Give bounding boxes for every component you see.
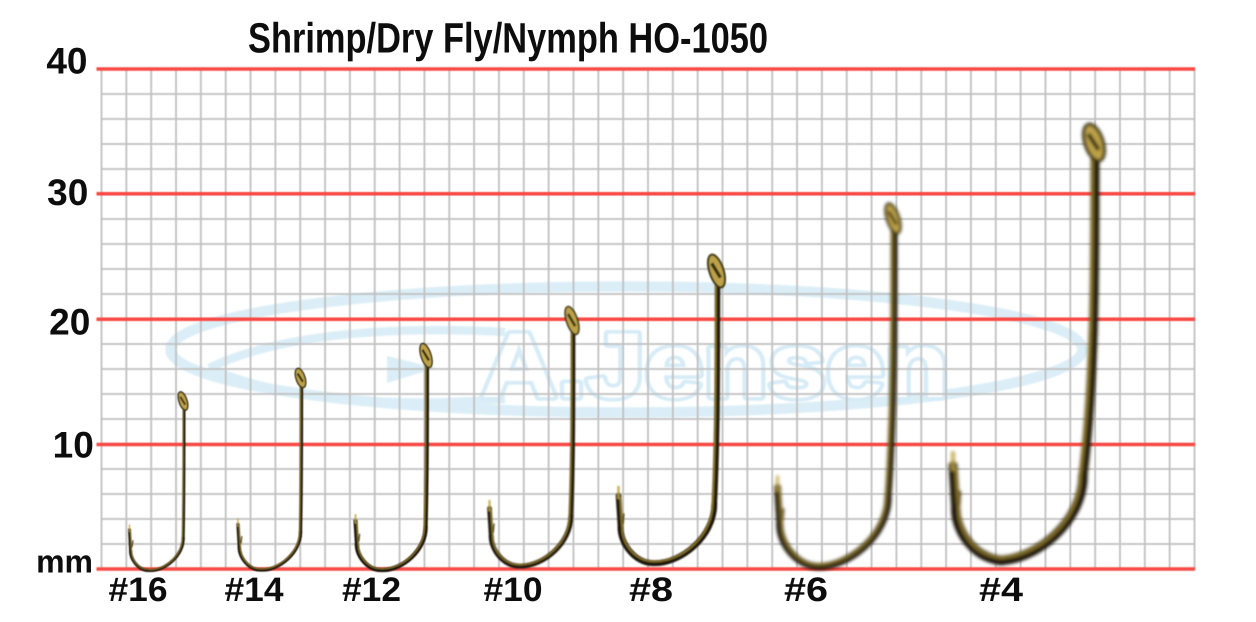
svg-text:#14: #14: [225, 571, 284, 609]
svg-text:mm: mm: [36, 544, 93, 580]
svg-text:#16: #16: [109, 571, 168, 609]
svg-text:30: 30: [47, 172, 88, 213]
svg-text:20: 20: [49, 301, 90, 342]
svg-text:#4: #4: [979, 571, 1023, 609]
svg-text:#8: #8: [629, 571, 673, 609]
svg-text:#10: #10: [484, 571, 543, 609]
svg-text:#6: #6: [784, 571, 828, 609]
svg-text:#12: #12: [342, 571, 401, 609]
svg-text:Shrimp/Dry Fly/Nymph HO-1050: Shrimp/Dry Fly/Nymph HO-1050: [248, 16, 768, 63]
svg-text:40: 40: [46, 41, 87, 82]
svg-text:10: 10: [53, 424, 94, 465]
